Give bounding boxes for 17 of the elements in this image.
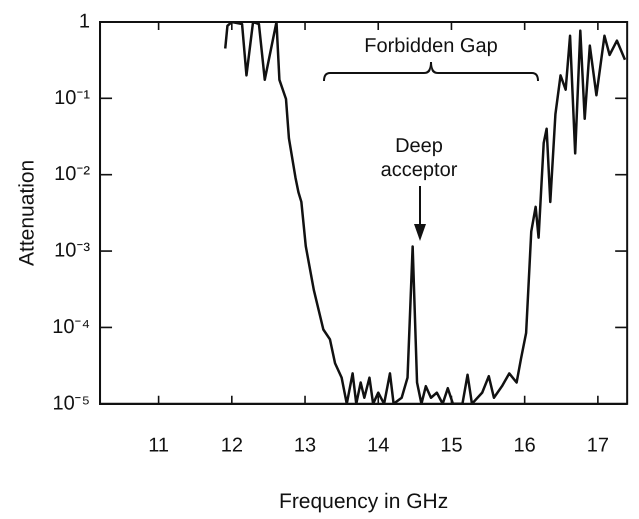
x-tick-label: 14	[367, 434, 390, 456]
y-tick-label: 10⁻¹	[54, 86, 90, 109]
x-tick-label: 11	[148, 434, 169, 456]
x-tick-label: 17	[586, 434, 609, 456]
x-tick-label: 12	[220, 434, 243, 456]
annotation: Forbidden Gap	[364, 35, 498, 57]
y-tick-label: 1	[78, 10, 90, 33]
x-tick-label: 16	[514, 434, 536, 456]
y-tick-label: 10⁻⁵	[52, 392, 90, 414]
y-axis-title: Attenuation	[15, 160, 38, 266]
x-tick-label: 15	[440, 434, 463, 456]
y-tick-label: 10⁻³	[54, 240, 90, 262]
y-tick-label: 10⁻²	[54, 163, 90, 186]
x-axis-title: Frequency in GHz	[278, 490, 448, 514]
x-tick-label: 13	[294, 434, 316, 456]
annotation: Deep acceptor	[380, 135, 458, 181]
y-tick-label: 10⁻⁴	[52, 316, 90, 338]
